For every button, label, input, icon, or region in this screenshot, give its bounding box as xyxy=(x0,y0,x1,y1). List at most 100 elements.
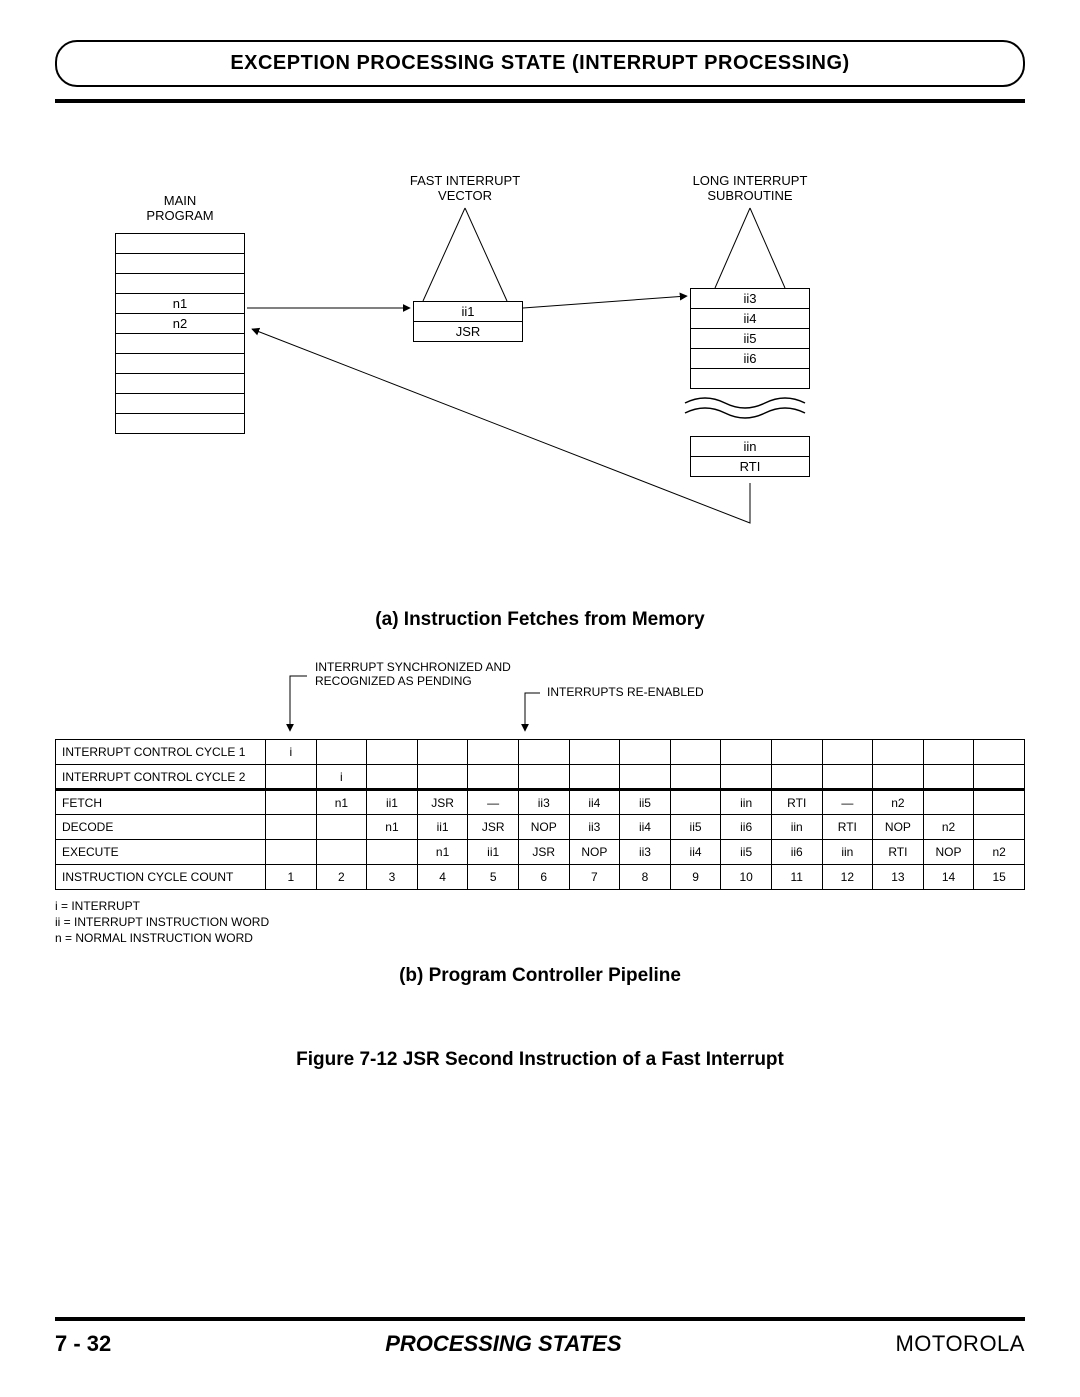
table-cell xyxy=(116,274,245,294)
pipeline-cell: 3 xyxy=(367,865,418,890)
pipeline-cell xyxy=(822,765,873,790)
pipeline-cell xyxy=(771,740,822,765)
table-cell: ii6 xyxy=(691,349,810,369)
header-rule xyxy=(55,99,1025,103)
pipeline-cell: ii1 xyxy=(367,790,418,815)
table-cell: RTI xyxy=(691,457,810,477)
figure-b-arrows xyxy=(55,661,1025,733)
pipeline-cell: ii3 xyxy=(620,840,671,865)
pipeline-cell xyxy=(873,740,924,765)
pipeline-cell: iin xyxy=(771,815,822,840)
pipeline-cell: iin xyxy=(721,790,772,815)
pipeline-cell xyxy=(923,790,974,815)
pipeline-row-label: FETCH xyxy=(56,790,266,815)
pipeline-row-label: EXECUTE xyxy=(56,840,266,865)
pipeline-cell: 13 xyxy=(873,865,924,890)
pipeline-cell xyxy=(569,740,620,765)
pipeline-cell: JSR xyxy=(518,840,569,865)
page-header-title: EXCEPTION PROCESSING STATE (INTERRUPT PR… xyxy=(230,52,849,74)
long-sub-table-bot: iinRTI xyxy=(690,436,810,477)
figure-caption: Figure 7-12 JSR Second Instruction of a … xyxy=(55,1049,1025,1071)
pipeline-cell xyxy=(974,790,1025,815)
pipeline-cell: n2 xyxy=(923,815,974,840)
pipeline-cell xyxy=(923,740,974,765)
table-cell: n2 xyxy=(116,314,245,334)
pipeline-cell: 14 xyxy=(923,865,974,890)
pipeline-cell xyxy=(266,765,317,790)
pipeline-cell: 8 xyxy=(620,865,671,890)
break-squiggle-icon xyxy=(680,391,820,421)
pipeline-row-label: DECODE xyxy=(56,815,266,840)
pipeline-cell xyxy=(569,765,620,790)
pipeline-cell: 5 xyxy=(468,865,519,890)
pipeline-cell: ii5 xyxy=(670,815,721,840)
pipeline-cell xyxy=(670,740,721,765)
footer-title: PROCESSING STATES xyxy=(385,1331,621,1357)
legend-line: ii = INTERRUPT INSTRUCTION WORD xyxy=(55,914,1025,930)
pipeline-cell: n1 xyxy=(367,815,418,840)
table-cell xyxy=(116,374,245,394)
pipeline-cell xyxy=(417,765,468,790)
pipeline-cell xyxy=(518,765,569,790)
pipeline-cell xyxy=(923,765,974,790)
legend-line: i = INTERRUPT xyxy=(55,898,1025,914)
pipeline-cell xyxy=(873,765,924,790)
legend-line: n = NORMAL INSTRUCTION WORD xyxy=(55,930,1025,946)
pipeline-cell xyxy=(974,740,1025,765)
footer-rule xyxy=(55,1317,1025,1321)
page-header-box: EXCEPTION PROCESSING STATE (INTERRUPT PR… xyxy=(55,40,1025,87)
table-cell xyxy=(116,394,245,414)
pipeline-cell: ii4 xyxy=(620,815,671,840)
pipeline-cell xyxy=(771,765,822,790)
pipeline-cell: ii4 xyxy=(670,840,721,865)
pipeline-row-label: INTERRUPT CONTROL CYCLE 2 xyxy=(56,765,266,790)
table-cell xyxy=(116,234,245,254)
table-cell: iin xyxy=(691,437,810,457)
pipeline-cell: 6 xyxy=(518,865,569,890)
figure-b: INTERRUPT SYNCHRONIZED ANDRECOGNIZED AS … xyxy=(55,661,1025,987)
pipeline-cell xyxy=(620,740,671,765)
table-cell: n1 xyxy=(116,294,245,314)
table-cell xyxy=(116,254,245,274)
pipeline-cell xyxy=(468,740,519,765)
pipeline-cell: ii3 xyxy=(518,790,569,815)
table-cell xyxy=(116,414,245,434)
pipeline-cell: ii5 xyxy=(721,840,772,865)
pipeline-cell: NOP xyxy=(569,840,620,865)
pipeline-cell: i xyxy=(316,765,367,790)
pipeline-row-label: INTERRUPT CONTROL CYCLE 1 xyxy=(56,740,266,765)
pipeline-cell xyxy=(266,840,317,865)
pipeline-cell xyxy=(721,765,772,790)
pipeline-cell xyxy=(417,740,468,765)
pipeline-cell: JSR xyxy=(468,815,519,840)
pipeline-cell: NOP xyxy=(518,815,569,840)
pipeline-cell: n1 xyxy=(316,790,367,815)
table-cell: ii3 xyxy=(691,289,810,309)
table-cell xyxy=(691,369,810,389)
pipeline-cell: ii4 xyxy=(569,790,620,815)
pipeline-cell xyxy=(670,790,721,815)
table-cell: JSR xyxy=(414,322,523,342)
pipeline-cell: — xyxy=(468,790,519,815)
pipeline-cell: 10 xyxy=(721,865,772,890)
legend: i = INTERRUPT ii = INTERRUPT INSTRUCTION… xyxy=(55,898,1025,947)
pipeline-cell xyxy=(316,840,367,865)
long-sub-table-top: ii3ii4ii5ii6 xyxy=(690,288,810,389)
pipeline-cell xyxy=(518,740,569,765)
pipeline-cell: 2 xyxy=(316,865,367,890)
page-footer: 7 - 32 PROCESSING STATES MOTOROLA xyxy=(55,1317,1025,1357)
pipeline-cell xyxy=(974,815,1025,840)
pipeline-cell xyxy=(316,740,367,765)
pipeline-row-label: INSTRUCTION CYCLE COUNT xyxy=(56,865,266,890)
pipeline-cell: iin xyxy=(822,840,873,865)
pipeline-cell xyxy=(266,815,317,840)
figure-a-caption: (a) Instruction Fetches from Memory xyxy=(55,609,1025,631)
pipeline-cell xyxy=(367,765,418,790)
pipeline-cell xyxy=(620,765,671,790)
page: EXCEPTION PROCESSING STATE (INTERRUPT PR… xyxy=(0,0,1080,1397)
pipeline-cell: ii5 xyxy=(620,790,671,815)
pipeline-cell: 4 xyxy=(417,865,468,890)
note-sync: INTERRUPT SYNCHRONIZED ANDRECOGNIZED AS … xyxy=(315,661,511,689)
pipeline-cell: RTI xyxy=(822,815,873,840)
pipeline-cell xyxy=(822,740,873,765)
